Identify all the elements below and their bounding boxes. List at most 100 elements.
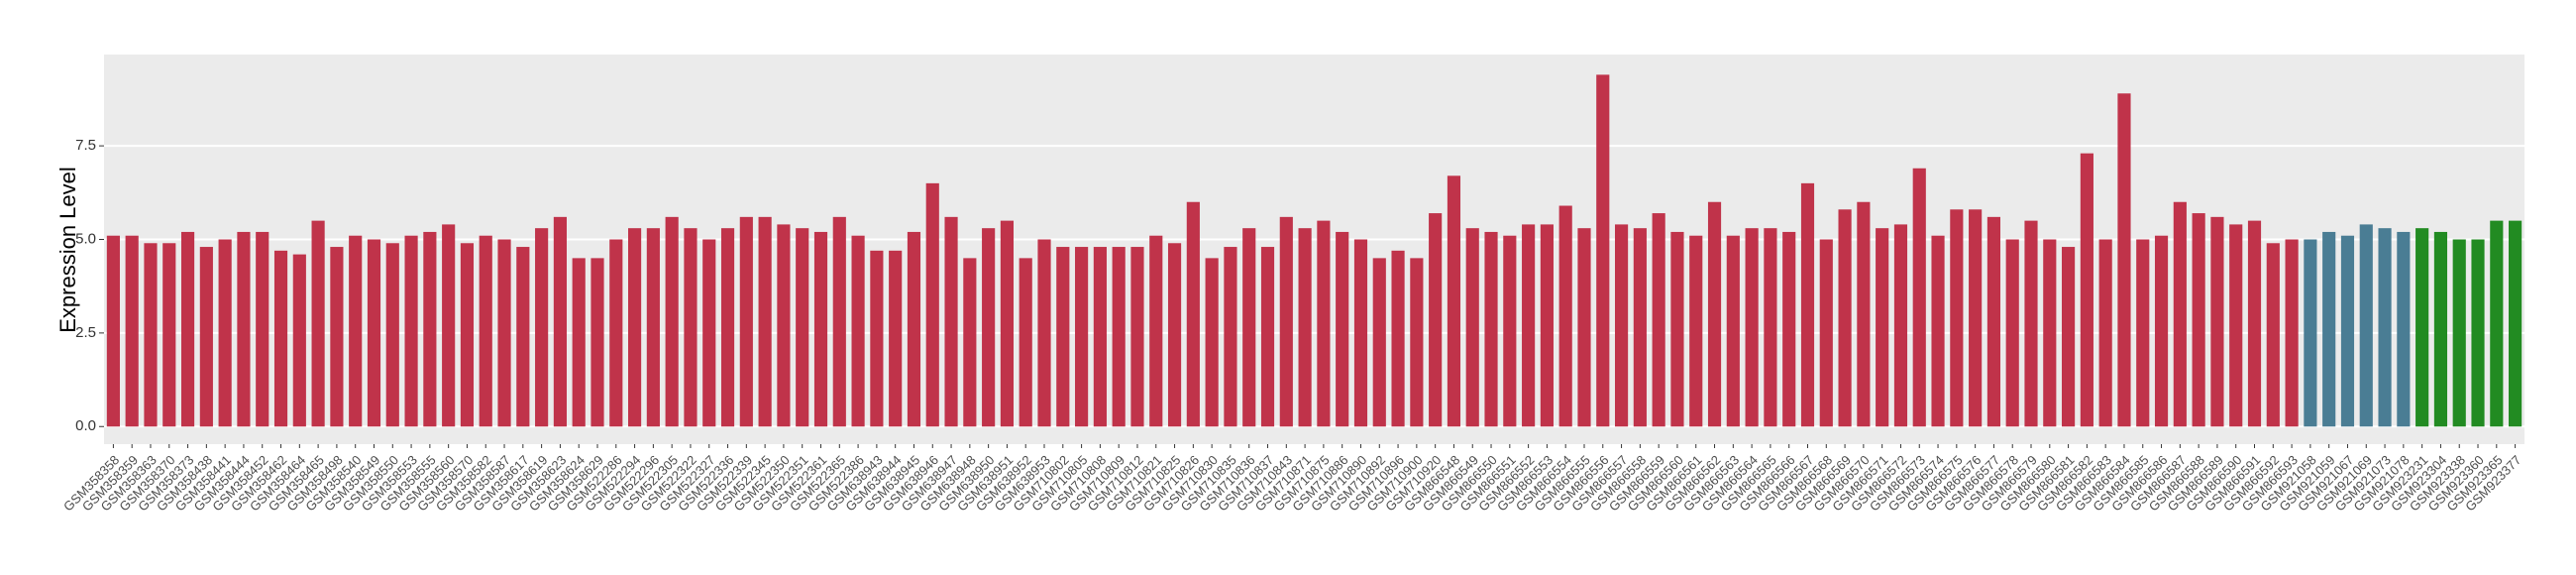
bar bbox=[1726, 235, 1740, 427]
bar bbox=[1353, 239, 1368, 427]
bar bbox=[1056, 247, 1070, 427]
bar bbox=[1764, 228, 1777, 427]
bar bbox=[1391, 250, 1405, 427]
bar bbox=[646, 228, 660, 427]
bar bbox=[1317, 220, 1331, 427]
bar bbox=[1019, 258, 1032, 427]
bar bbox=[1037, 239, 1051, 427]
bar bbox=[2285, 239, 2299, 427]
bar bbox=[1372, 258, 1386, 427]
bar bbox=[2322, 231, 2336, 427]
bar bbox=[2136, 239, 2150, 427]
bar bbox=[1000, 220, 1015, 427]
bar bbox=[479, 235, 492, 427]
bar bbox=[144, 243, 158, 427]
bar bbox=[1707, 201, 1722, 427]
bar bbox=[1950, 209, 1964, 427]
bar bbox=[907, 231, 921, 427]
bar bbox=[590, 258, 604, 427]
bar bbox=[2117, 93, 2131, 427]
bar bbox=[851, 235, 865, 427]
bar bbox=[1242, 228, 1256, 427]
bar bbox=[572, 258, 586, 427]
bar bbox=[1447, 175, 1461, 427]
bar bbox=[796, 228, 809, 427]
bar bbox=[889, 250, 903, 427]
bar bbox=[1986, 216, 2000, 427]
bar bbox=[2509, 220, 2522, 427]
bar bbox=[1279, 216, 1293, 427]
bar bbox=[2340, 235, 2355, 427]
bar bbox=[2229, 224, 2243, 427]
bar bbox=[1652, 213, 1665, 427]
bar bbox=[2247, 220, 2262, 427]
bar bbox=[442, 224, 456, 427]
bar bbox=[832, 216, 846, 427]
bar bbox=[1931, 235, 1945, 427]
bar bbox=[758, 216, 772, 427]
bar bbox=[1336, 231, 1349, 427]
bar bbox=[2266, 243, 2280, 427]
bar bbox=[256, 231, 269, 427]
bar bbox=[870, 250, 884, 427]
bar bbox=[1075, 247, 1089, 427]
bar bbox=[2005, 239, 2019, 427]
bar bbox=[330, 247, 344, 427]
bar bbox=[1857, 201, 1871, 427]
bar bbox=[982, 228, 996, 427]
bar bbox=[535, 228, 549, 427]
bar bbox=[720, 228, 735, 427]
bar bbox=[1093, 247, 1107, 427]
bar bbox=[1558, 205, 1572, 427]
bar bbox=[777, 224, 791, 427]
y-tick-label: 5.0 bbox=[75, 230, 96, 247]
bar bbox=[1819, 239, 1833, 427]
bar bbox=[237, 231, 251, 427]
bar bbox=[1224, 247, 1237, 427]
bar bbox=[292, 254, 306, 427]
bar bbox=[1633, 228, 1647, 427]
bar bbox=[925, 182, 939, 427]
bar bbox=[1205, 258, 1219, 427]
bar bbox=[218, 239, 232, 427]
bar bbox=[311, 220, 325, 427]
bar bbox=[1800, 182, 1815, 427]
bar bbox=[1745, 228, 1759, 427]
bar bbox=[1465, 228, 1479, 427]
bar bbox=[162, 243, 176, 427]
bar bbox=[1260, 247, 1275, 427]
bar bbox=[2415, 228, 2429, 427]
bar bbox=[628, 228, 642, 427]
bar bbox=[367, 239, 381, 427]
bar bbox=[2433, 231, 2448, 427]
bar bbox=[180, 231, 195, 427]
bar bbox=[2397, 231, 2411, 427]
bar bbox=[739, 216, 753, 427]
bar bbox=[1838, 209, 1852, 427]
bar bbox=[349, 235, 363, 427]
bar bbox=[553, 216, 567, 427]
bar bbox=[199, 247, 213, 427]
bar bbox=[2043, 239, 2057, 427]
bar bbox=[1969, 209, 1983, 427]
bar bbox=[404, 235, 418, 427]
bar bbox=[963, 258, 977, 427]
bar bbox=[497, 239, 511, 427]
bar bbox=[1130, 247, 1144, 427]
bar bbox=[385, 243, 399, 427]
bar bbox=[1596, 74, 1610, 427]
bar bbox=[2490, 220, 2504, 427]
bar bbox=[460, 243, 475, 427]
bar bbox=[106, 235, 120, 427]
bar bbox=[1484, 231, 1498, 427]
y-tick-label: 2.5 bbox=[75, 324, 96, 341]
bar bbox=[2304, 239, 2317, 427]
bar bbox=[1689, 235, 1703, 427]
bar bbox=[2359, 224, 2373, 427]
bar bbox=[2378, 228, 2392, 427]
bar bbox=[1112, 247, 1126, 427]
bar bbox=[1577, 228, 1591, 427]
bar bbox=[1893, 224, 1908, 427]
bar bbox=[684, 228, 698, 427]
